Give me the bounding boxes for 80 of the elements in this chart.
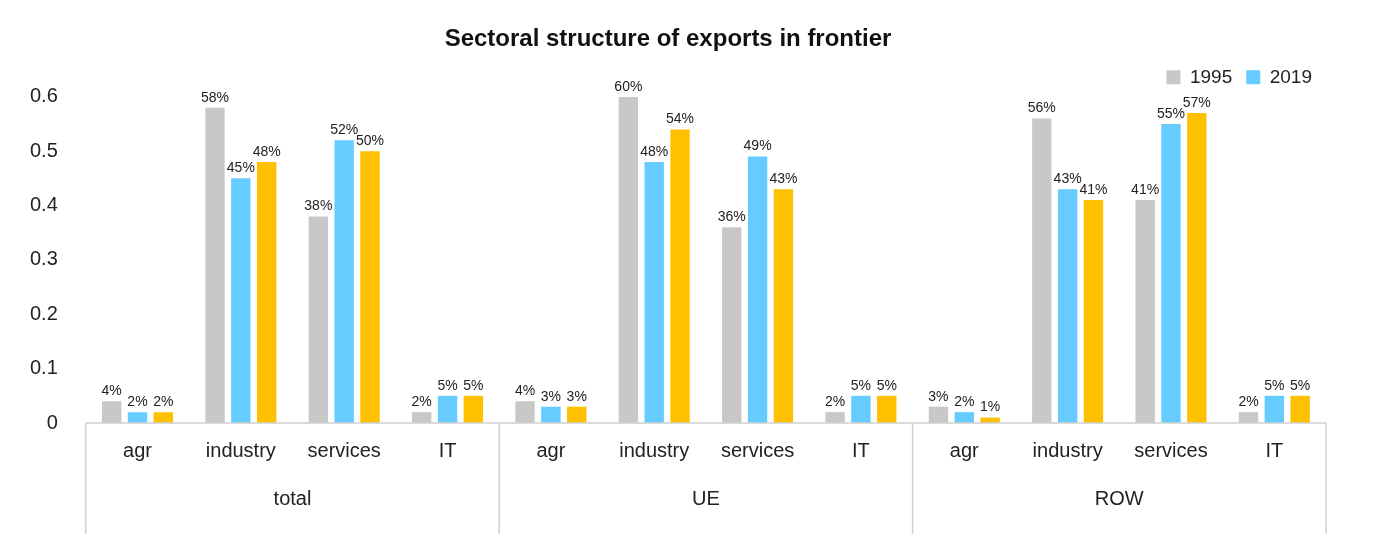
bar — [1083, 200, 1104, 423]
data-label: 3% — [928, 387, 949, 404]
bar — [1187, 113, 1207, 423]
data-label: 49% — [743, 137, 772, 154]
data-label: 5% — [850, 376, 872, 393]
data-label: 36% — [717, 208, 746, 225]
data-label: 54% — [666, 110, 695, 127]
data-label: 5% — [876, 376, 897, 393]
data-label: 3% — [540, 387, 561, 404]
x-tick-label: agr — [123, 438, 153, 461]
x-tick-label: services — [720, 438, 795, 461]
data-label: 2% — [954, 392, 975, 409]
y-tick-label: 0.1 — [29, 356, 58, 379]
bar — [437, 395, 458, 423]
data-label: 5% — [1290, 376, 1311, 393]
data-label: 1% — [980, 398, 1001, 415]
bar — [747, 156, 768, 423]
data-label: 38% — [304, 197, 333, 214]
data-label: 4% — [514, 382, 536, 399]
bar — [1057, 189, 1078, 423]
bar — [334, 140, 354, 423]
data-label: 56% — [1027, 99, 1056, 116]
bar — [463, 395, 484, 423]
text: ROW — [1094, 486, 1144, 509]
bar — [1264, 395, 1285, 423]
data-label: 57% — [1182, 93, 1211, 110]
bar — [877, 395, 897, 423]
bar — [644, 162, 664, 423]
data-label: 5% — [437, 376, 458, 393]
x-tick-label: industry — [619, 438, 690, 461]
y-tick-label: 0.6 — [29, 84, 58, 107]
bar — [567, 406, 587, 423]
bar — [670, 129, 690, 423]
x-tick-label: services — [307, 438, 381, 461]
y-tick-label: 0.3 — [29, 247, 58, 270]
x-tick-label: IT — [438, 438, 457, 461]
chart-title: Sectoral structure of exports in frontier — [444, 24, 892, 52]
data-label: 58% — [200, 88, 230, 105]
data-label: 5% — [1264, 376, 1285, 393]
bar — [773, 189, 794, 423]
data-label: 45% — [226, 159, 255, 176]
legend-label: 1995 — [1189, 65, 1233, 87]
x-tick-label: agr — [949, 438, 980, 461]
x-tick-label: industry — [1032, 438, 1103, 461]
data-label: 48% — [640, 142, 669, 159]
y-tick-label: 0.5 — [29, 138, 58, 161]
text: UE — [692, 486, 720, 509]
data-label: 48% — [252, 142, 281, 159]
data-label: 4% — [101, 382, 122, 399]
x-tick-label: agr — [536, 438, 566, 461]
bar — [231, 178, 251, 423]
data-label: 60% — [614, 77, 643, 94]
x-tick-label: services — [1134, 438, 1208, 461]
bar — [127, 412, 148, 423]
data-label: 41% — [1131, 180, 1160, 197]
data-label: 2% — [153, 392, 174, 409]
x-tick-label: industry — [205, 438, 276, 461]
bar — [851, 395, 871, 423]
legend-label: 2019 — [1269, 65, 1313, 87]
bar — [541, 406, 561, 423]
x-tick-label: IT — [852, 438, 870, 461]
data-label: 43% — [769, 170, 798, 187]
data-label: 2% — [411, 392, 432, 409]
bar — [360, 151, 380, 423]
y-tick-label: 0 — [46, 410, 58, 433]
y-tick-label: 0.2 — [29, 301, 58, 324]
data-label: 43% — [1053, 170, 1082, 187]
bar — [1290, 395, 1310, 423]
data-label: 2% — [1238, 392, 1259, 409]
bar — [1161, 123, 1181, 423]
bar — [153, 412, 173, 423]
x-tick-label: IT — [1265, 438, 1284, 461]
data-label: 3% — [566, 387, 587, 404]
bar — [954, 412, 974, 423]
y-tick-label: 0.4 — [29, 193, 58, 216]
text: total — [273, 486, 312, 509]
data-label: 2% — [824, 392, 846, 409]
data-label: 2% — [127, 392, 148, 409]
bar — [256, 162, 277, 423]
data-label: 5% — [463, 376, 484, 393]
